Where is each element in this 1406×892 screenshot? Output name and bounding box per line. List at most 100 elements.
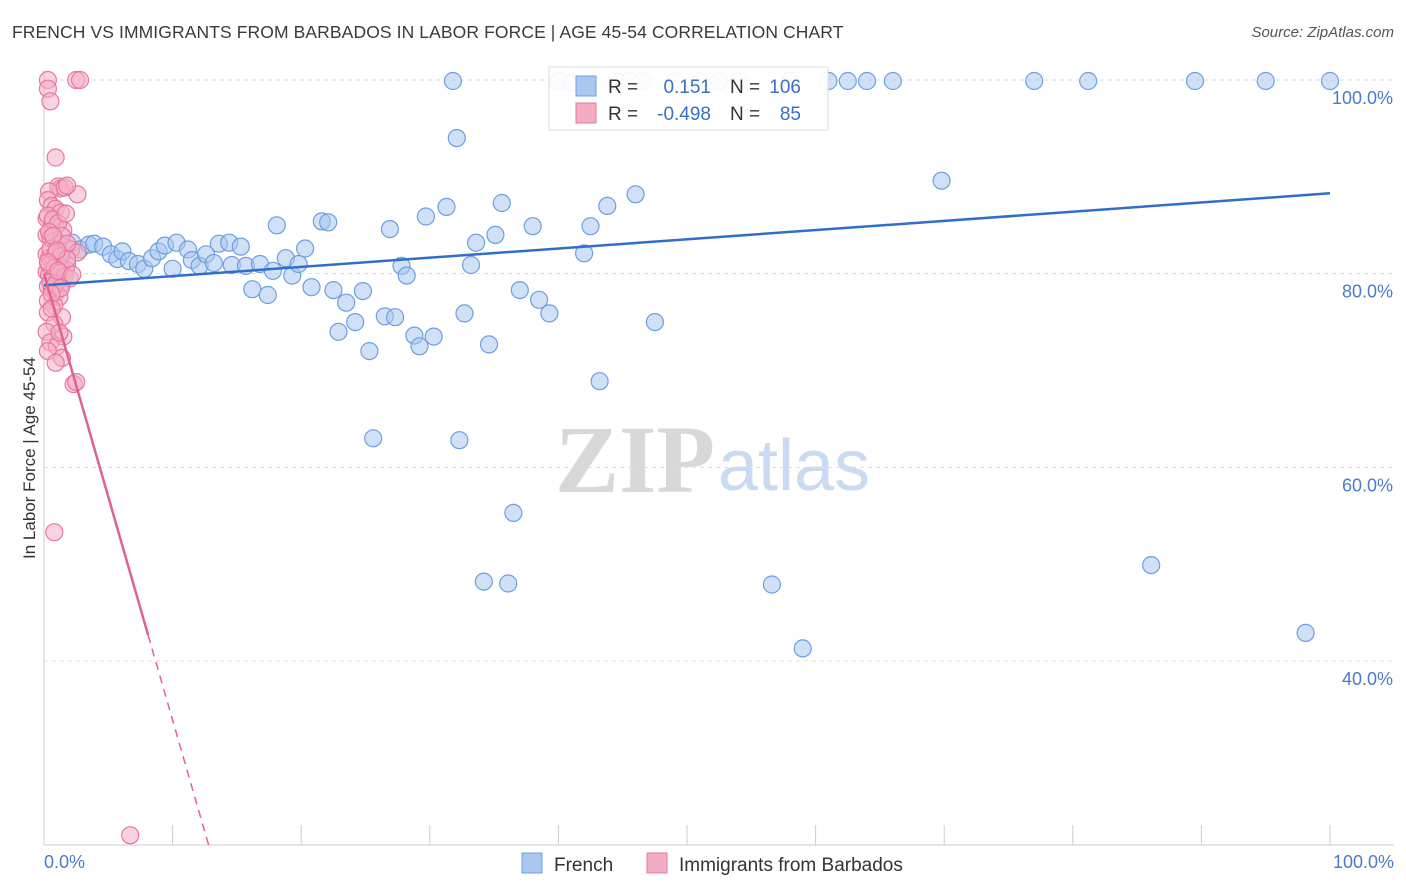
french-point-98 <box>1079 71 1098 91</box>
french-point-23 <box>204 253 223 273</box>
french-point-60 <box>450 431 469 450</box>
trendlines <box>42 192 1331 846</box>
french-point-94 <box>857 71 877 91</box>
french-point-52 <box>397 266 416 285</box>
bottom-legend-label-barbados: Immigrants from Barbados <box>679 855 903 876</box>
french-point-101 <box>1256 71 1275 91</box>
french-point-93 <box>838 71 857 91</box>
french-point-62 <box>461 255 481 275</box>
french-point-91 <box>793 639 812 658</box>
bottom-legend: French Immigrants from Barbados <box>521 852 903 876</box>
french-point-49 <box>380 220 399 239</box>
stats-r-barbados: -0.498 <box>657 104 711 125</box>
french-point-82 <box>626 185 645 204</box>
barbados-point-8 <box>70 70 90 90</box>
french-point-96 <box>932 171 951 190</box>
french-point-27 <box>231 237 250 256</box>
y-tick-label-80: 80.0% <box>1342 282 1393 302</box>
stats-r-french: 0.151 <box>663 77 711 98</box>
french-point-65 <box>479 335 499 354</box>
french-point-69 <box>504 503 523 523</box>
french-point-37 <box>296 239 315 258</box>
barbados-point-2 <box>41 92 60 111</box>
barbados-point-84 <box>56 204 76 223</box>
french-point-40 <box>319 213 338 232</box>
french-point-47 <box>364 429 383 448</box>
french-point-42 <box>329 322 348 341</box>
french-point-97 <box>1025 71 1044 91</box>
french-point-64 <box>474 572 493 591</box>
french-point-76 <box>574 244 594 263</box>
french-point-32 <box>263 261 282 280</box>
y-tick-label-40: 40.0% <box>1342 669 1393 689</box>
french-point-44 <box>346 313 365 332</box>
barbados-point-80 <box>63 265 82 284</box>
stats-n-barbados: 85 <box>780 104 801 125</box>
stats-r-label-french: R = <box>608 77 638 98</box>
french-point-84 <box>645 313 665 332</box>
x-ticks <box>43 825 1331 845</box>
french-point-56 <box>424 327 443 346</box>
french-point-95 <box>883 71 902 91</box>
french-point-100 <box>1185 71 1205 91</box>
series-barbados-points <box>37 70 140 845</box>
stats-legend: R = 0.151 N = 106 R = -0.498 N = 85 <box>548 66 829 131</box>
french-point-63 <box>467 233 486 252</box>
barbados-point-74 <box>57 176 77 195</box>
x-tick-label-max: 100.0% <box>1333 852 1394 872</box>
french-point-61 <box>455 304 474 323</box>
french-point-41 <box>324 281 343 300</box>
y-axis-title: In Labor Force | Age 45-54 <box>20 357 39 559</box>
x-tick-label-min: 0.0% <box>44 852 85 872</box>
french-point-73 <box>540 304 559 323</box>
trendline-barbados-solid <box>42 273 150 636</box>
french-point-68 <box>499 574 518 593</box>
bottom-legend-label-french: French <box>554 855 613 876</box>
stats-n-french: 106 <box>769 77 801 98</box>
french-point-77 <box>581 217 600 236</box>
watermark-zip: ZIP <box>555 406 715 513</box>
french-point-38 <box>302 278 321 297</box>
french-point-45 <box>353 282 372 301</box>
barbados-point-53 <box>45 523 64 542</box>
french-point-36 <box>289 254 308 274</box>
french-point-99 <box>1142 555 1161 575</box>
french-point-55 <box>416 207 435 226</box>
bottom-legend-swatch-french <box>521 852 543 874</box>
trendline-french <box>43 192 1331 287</box>
french-point-78 <box>590 372 609 391</box>
stats-n-label-barbados: N = <box>730 104 760 125</box>
french-point-58 <box>443 71 462 91</box>
y-tick-labels: 40.0% 60.0% 80.0% 100.0% <box>1332 88 1393 689</box>
barbados-point-54 <box>121 826 140 845</box>
chart-source: Source: ZipAtlas.com <box>1251 24 1394 41</box>
gridlines <box>44 79 1394 662</box>
barbados-point-3 <box>46 148 65 167</box>
y-tick-label-100: 100.0% <box>1332 88 1393 108</box>
stats-r-label-barbados: R = <box>608 104 638 125</box>
french-point-70 <box>510 281 529 300</box>
barbados-point-83 <box>46 353 65 372</box>
french-point-66 <box>486 225 505 244</box>
french-point-79 <box>598 196 617 215</box>
french-point-43 <box>337 293 356 312</box>
stats-n-label-french: N = <box>730 77 760 98</box>
legend-swatch-barbados <box>575 102 597 124</box>
french-point-33 <box>267 216 286 235</box>
legend-swatch-french <box>575 75 597 97</box>
french-point-31 <box>258 285 277 305</box>
french-point-89 <box>762 575 782 594</box>
series-french-points <box>47 71 1340 658</box>
trendline-barbados-dashed <box>147 635 210 846</box>
y-tick-label-60: 60.0% <box>1342 475 1393 495</box>
french-point-57 <box>437 197 456 216</box>
french-point-59 <box>447 129 466 148</box>
french-point-54 <box>410 337 429 356</box>
french-point-50 <box>386 308 405 327</box>
french-point-67 <box>492 193 511 213</box>
chart-title: FRENCH VS IMMIGRANTS FROM BARBADOS IN LA… <box>12 22 844 42</box>
watermark-atlas: atlas <box>718 426 870 506</box>
french-point-71 <box>523 217 542 236</box>
french-point-103 <box>1296 623 1315 643</box>
